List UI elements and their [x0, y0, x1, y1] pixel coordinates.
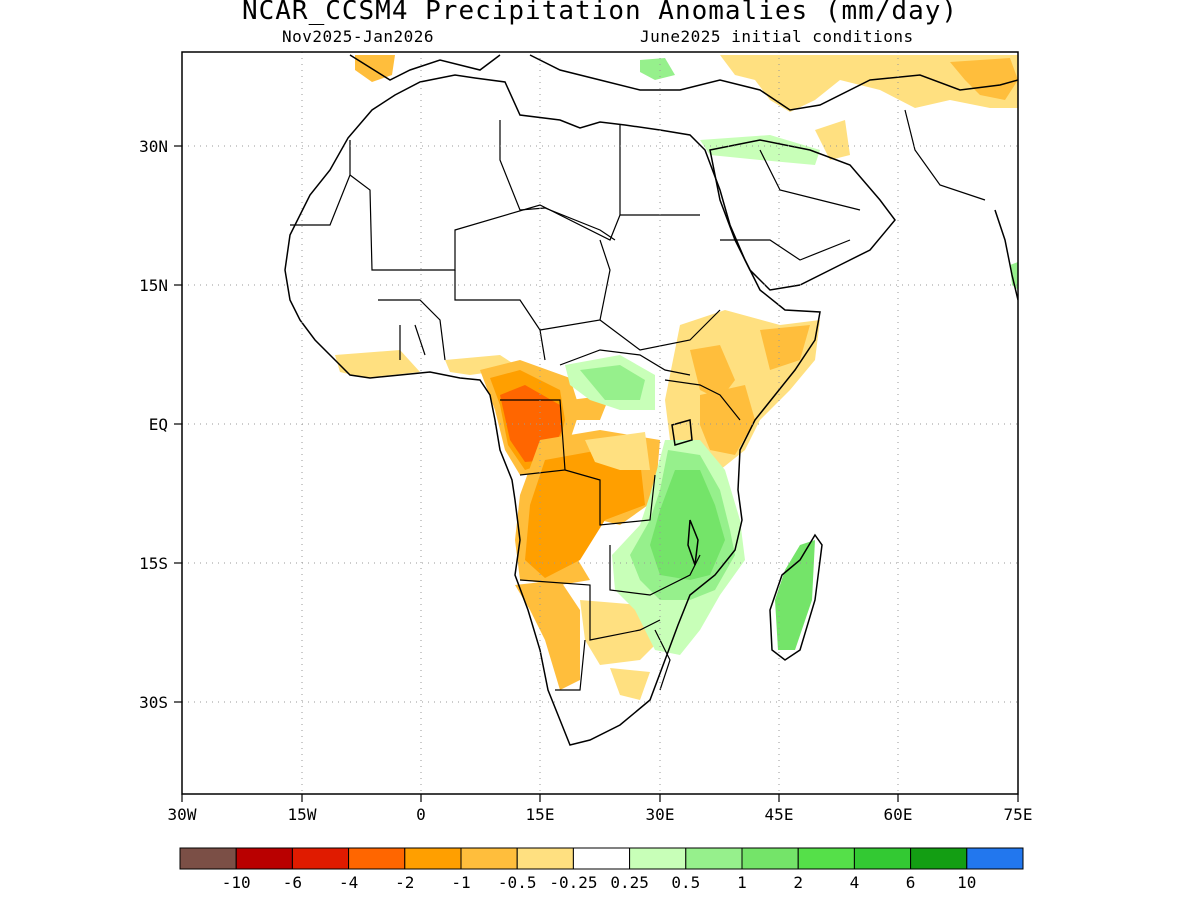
anomaly-patch: [650, 470, 725, 580]
x-tick-label: 60E: [884, 805, 913, 824]
initial-conditions: June2025 initial conditions: [640, 27, 914, 46]
colorbar-swatch: [966, 847, 1024, 870]
x-tick-label: 0: [416, 805, 426, 824]
africa-coastline: [284, 74, 821, 746]
forecast-period: Nov2025-Jan2026: [282, 27, 434, 46]
x-tick-label: 30E: [646, 805, 675, 824]
colorbar-tick-label: -10: [222, 873, 251, 892]
border: [559, 349, 691, 376]
europe-coastline: [349, 54, 1018, 111]
colorbar-swatch: [741, 847, 799, 870]
madagascar-coastline: [769, 533, 823, 661]
x-tick-label: 15E: [526, 805, 555, 824]
border: [555, 639, 586, 691]
border: [564, 469, 656, 526]
border: [500, 399, 566, 476]
colorbar-tick-label: 0.25: [610, 873, 649, 892]
colorbar-swatch: [404, 847, 462, 870]
border: [759, 149, 861, 211]
border: [539, 239, 611, 331]
y-tick-label: 15S: [139, 554, 168, 573]
anomaly-patch: [1010, 262, 1018, 290]
country-borders: [290, 109, 986, 691]
anomaly-patch: [815, 120, 850, 160]
border: [349, 174, 700, 271]
colorbar-swatch: [910, 847, 968, 870]
y-tick-label: 15N: [139, 276, 168, 295]
colorbar-tick-label: -6: [283, 873, 302, 892]
border: [609, 545, 701, 596]
colorbar-swatch: [235, 847, 293, 870]
border: [599, 309, 721, 351]
border: [454, 270, 546, 361]
colorbar-swatch: [179, 847, 237, 870]
anomaly-patch: [760, 325, 810, 370]
tick-marks: [174, 145, 1019, 802]
border: [378, 299, 446, 361]
anomaly-shading: [335, 55, 1018, 700]
arabia-coastline: [709, 139, 896, 291]
colorbar-swatch: [797, 847, 855, 870]
colorbar-swatch: [572, 847, 631, 870]
colorbar-swatch: [629, 847, 687, 870]
gridlines: [182, 52, 1018, 794]
anomaly-patch: [775, 540, 815, 650]
anomaly-patch: [610, 668, 650, 700]
colorbar-tick-label: 4: [850, 873, 860, 892]
plot-frame: [181, 51, 1019, 795]
colorbar-tick-label: 2: [793, 873, 803, 892]
x-tick-label: 45E: [765, 805, 794, 824]
colorbar-swatch: [348, 847, 406, 870]
colorbar-tick-label: -4: [339, 873, 358, 892]
y-axis-labels: 30N 15N EQ 15S 30S: [139, 137, 168, 712]
colorbar: -10 -6 -4 -2 -1 -0.5 -0.25 0.25 0.5 1 2 4 6 10: [179, 847, 1024, 892]
y-tick-label: 30N: [139, 137, 168, 156]
border: [904, 109, 986, 201]
anomaly-patch: [355, 55, 395, 82]
colorbar-swatch: [460, 847, 518, 870]
colorbar-tick-label: 6: [906, 873, 916, 892]
border: [499, 120, 616, 241]
colorbar-tick-label: -0.25: [549, 873, 597, 892]
anomaly-patch: [950, 58, 1018, 100]
colorbar-tick-label: 0.5: [671, 873, 700, 892]
anomaly-patch: [335, 350, 420, 378]
colorbar-tick-label: 1: [737, 873, 747, 892]
anomaly-patch: [640, 58, 675, 80]
colorbar-swatch: [853, 847, 912, 870]
x-tick-label: 75E: [1004, 805, 1033, 824]
colorbar-swatch: [516, 847, 574, 870]
anomaly-patch: [580, 365, 645, 400]
border: [720, 239, 851, 261]
anomaly-patch: [585, 432, 650, 470]
border: [399, 324, 426, 360]
colorbar-swatch: [685, 847, 743, 870]
border: [290, 140, 351, 226]
colorbar-tick-label: 10: [957, 873, 976, 892]
border: [519, 579, 661, 641]
colorbar-swatch: [291, 847, 350, 870]
map-title: NCAR_CCSM4 Precipitation Anomalies (mm/d…: [241, 0, 959, 26]
x-tick-label: 15W: [288, 805, 317, 824]
x-tick-label: 30W: [168, 805, 197, 824]
colorbar-tick-label: -1: [451, 873, 470, 892]
anomaly-patch: [700, 385, 755, 455]
y-tick-label: 30S: [139, 693, 168, 712]
india-coastline: [994, 209, 1018, 301]
lake-victoria: [671, 419, 693, 446]
y-tick-label: EQ: [149, 415, 168, 434]
coastlines: [284, 54, 1018, 746]
colorbar-tick-label: -2: [395, 873, 414, 892]
anomaly-patch: [720, 55, 1018, 112]
border: [664, 379, 741, 421]
x-axis-labels: 30W 15W 0 15E 30E 45E 60E 75E: [168, 805, 1033, 824]
anomaly-patch: [515, 580, 580, 690]
colorbar-tick-label: -0.5: [498, 873, 537, 892]
anomaly-patch: [525, 450, 645, 578]
